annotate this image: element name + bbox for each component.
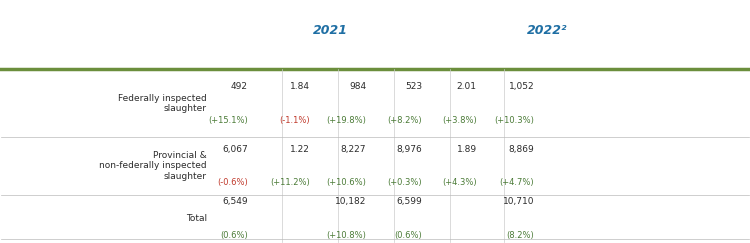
Text: 1.89: 1.89 (457, 145, 476, 154)
Text: (0.6%): (0.6%) (394, 231, 422, 240)
Text: (+8.2%): (+8.2%) (388, 116, 422, 125)
Text: 6,549: 6,549 (222, 198, 248, 207)
Text: (+19.8%): (+19.8%) (326, 116, 366, 125)
Text: (0.6%): (0.6%) (220, 231, 248, 240)
Text: 6,599: 6,599 (396, 198, 422, 207)
Text: 8,227: 8,227 (340, 145, 366, 154)
Text: (+3.8%): (+3.8%) (442, 116, 476, 125)
Text: Federally inspected
slaughter: Federally inspected slaughter (118, 94, 207, 113)
Text: Provincial &
non-federally inspected
slaughter: Provincial & non-federally inspected sla… (99, 151, 207, 181)
Text: (-1.1%): (-1.1%) (279, 116, 310, 125)
Text: (+4.3%): (+4.3%) (442, 178, 476, 187)
Text: 492: 492 (231, 82, 248, 91)
Text: (-0.6%): (-0.6%) (217, 178, 248, 187)
Text: 1.84: 1.84 (290, 82, 310, 91)
Text: 523: 523 (405, 82, 422, 91)
Text: (+10.6%): (+10.6%) (326, 178, 366, 187)
Text: (+4.7%): (+4.7%) (500, 178, 534, 187)
Text: (8.2%): (8.2%) (506, 231, 534, 240)
Text: 10,710: 10,710 (503, 198, 534, 207)
Text: 2022²: 2022² (526, 24, 567, 37)
Text: 10,182: 10,182 (334, 198, 366, 207)
Text: 8,869: 8,869 (509, 145, 534, 154)
Text: 8,976: 8,976 (396, 145, 422, 154)
Text: (+10.8%): (+10.8%) (326, 231, 366, 240)
Text: 6,067: 6,067 (222, 145, 248, 154)
Text: (+10.3%): (+10.3%) (494, 116, 534, 125)
Text: 1.22: 1.22 (290, 145, 310, 154)
Text: Total: Total (186, 214, 207, 223)
Text: 2021: 2021 (313, 24, 348, 37)
Text: 2.01: 2.01 (457, 82, 476, 91)
Text: (+11.2%): (+11.2%) (270, 178, 310, 187)
Text: 1,052: 1,052 (509, 82, 534, 91)
Text: 984: 984 (349, 82, 366, 91)
Text: (+0.3%): (+0.3%) (388, 178, 422, 187)
Text: (+15.1%): (+15.1%) (209, 116, 248, 125)
